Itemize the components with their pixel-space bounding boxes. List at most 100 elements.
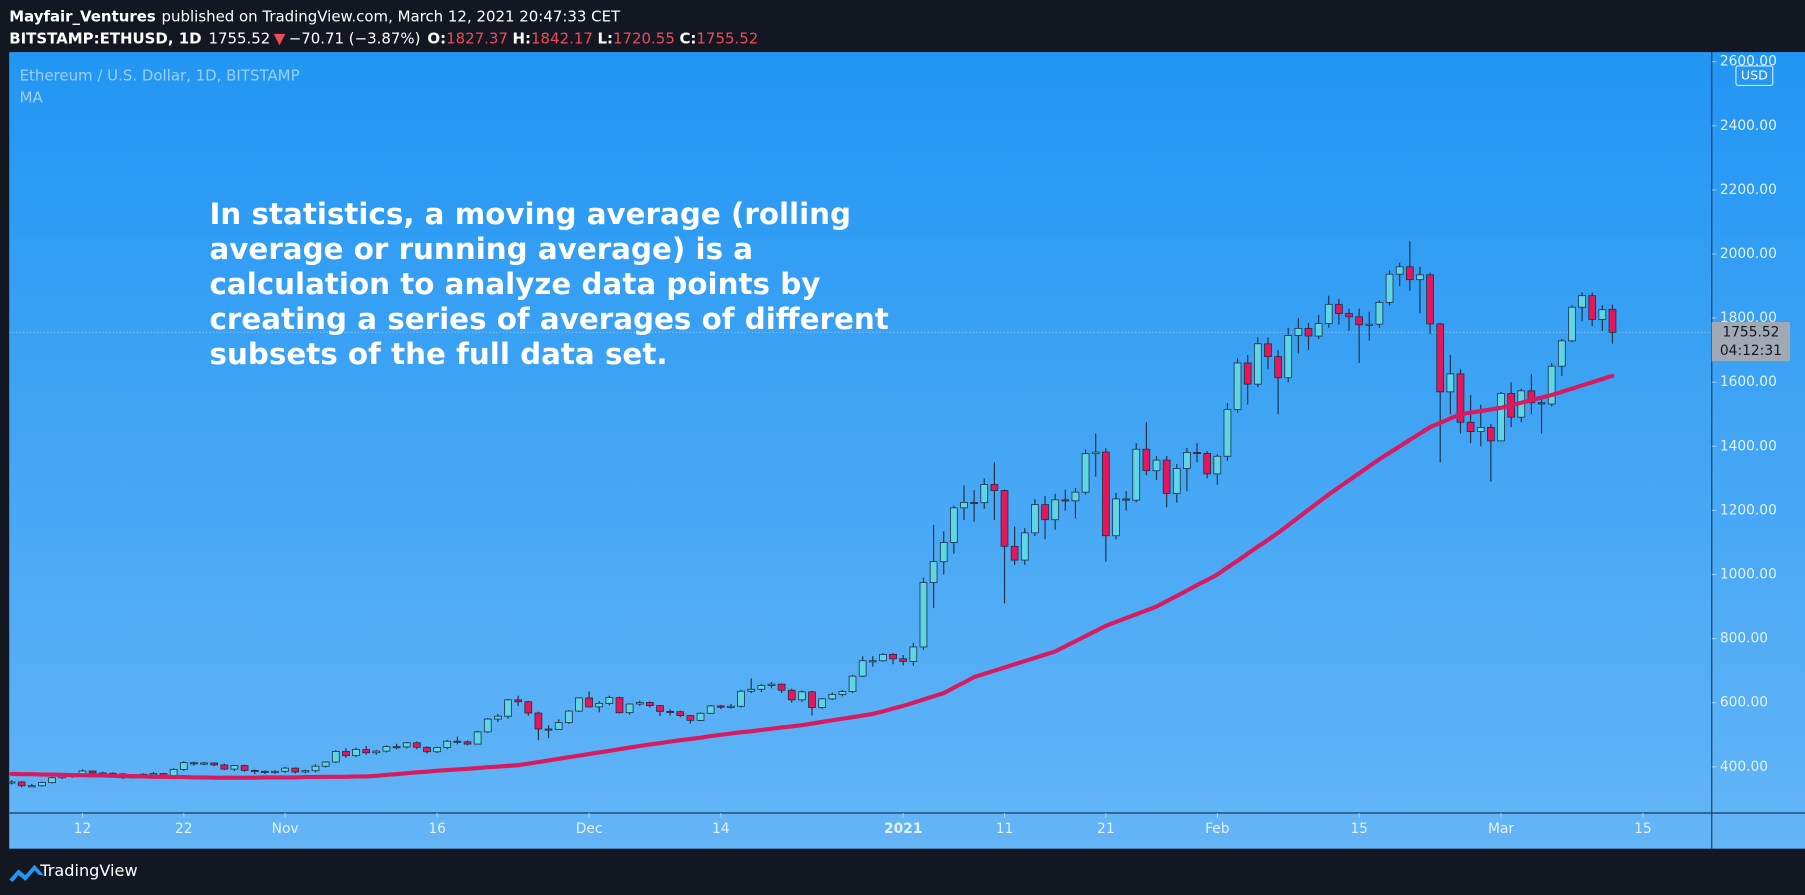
candle-body-down	[1466, 421, 1475, 432]
candle-body-up	[1294, 327, 1303, 336]
candle-body-down	[1527, 390, 1536, 404]
candle-body-up	[301, 770, 310, 773]
price-label-box	[1711, 322, 1791, 362]
candle-body-up	[1213, 455, 1222, 475]
candle-body-down	[1537, 402, 1546, 405]
candle-body-down	[88, 770, 97, 774]
candle-body-up	[1557, 340, 1566, 367]
candle-body-down	[1405, 266, 1414, 281]
candle-body-down	[1010, 545, 1019, 561]
candle-body-down	[260, 770, 269, 773]
candle-body-up	[1172, 468, 1181, 494]
candle-body-down	[1274, 356, 1282, 379]
x-tick-label: 15	[1350, 821, 1368, 837]
annotation-line: In statistics, a moving average (rolling	[210, 197, 852, 231]
candle-body-up	[1051, 499, 1060, 521]
candle-body-down	[970, 502, 978, 504]
brand-icon	[9, 864, 44, 883]
candle-body-down	[1304, 327, 1313, 337]
candle-body-up	[625, 703, 634, 714]
candle-body-up	[38, 782, 46, 787]
candle-body-down	[787, 689, 796, 701]
x-tick-label: 16	[428, 821, 446, 837]
candle-body-up	[838, 691, 847, 695]
candle-body-down	[342, 751, 350, 757]
candle-body-down	[1335, 303, 1343, 315]
candle-body-up	[1395, 266, 1404, 275]
last-price: 1755.52	[208, 29, 270, 47]
candle-body-up	[1324, 303, 1333, 324]
candle-body-down	[362, 749, 371, 754]
ohlc-value: 1842.17	[531, 29, 593, 47]
quote-line: BITSTAMP:ETHUSD, 1D 1755.52 ▼ −70.71 (−3.87…	[9, 29, 758, 47]
price-label: 1755.52	[1722, 324, 1779, 340]
candle-body-up	[595, 702, 604, 708]
candle-body-up	[372, 750, 381, 754]
candle-body-down	[190, 762, 198, 765]
candle-body-down	[1608, 308, 1617, 333]
candle-body-down	[889, 653, 897, 660]
published: published on TradingView.com, March 12, …	[162, 7, 622, 25]
ohlc-value: 1755.52	[696, 29, 758, 47]
candle-body-up	[1031, 504, 1039, 534]
candle-body-up	[1112, 498, 1120, 537]
x-tick-label: 14	[712, 821, 730, 837]
y-tick-label: 2200.00	[1720, 182, 1777, 198]
annotation-line: calculation to analyze data points by	[210, 267, 821, 301]
candle-body-up	[494, 715, 502, 720]
candle-body-up	[483, 718, 492, 733]
candle-body-up	[1223, 409, 1232, 457]
candle-body-up	[767, 683, 776, 686]
candle-body-up	[1091, 451, 1100, 455]
candle-body-up	[605, 697, 614, 704]
candle-body-up	[1568, 306, 1576, 342]
candle-body-up	[1071, 491, 1080, 502]
candle-body-down	[777, 683, 786, 691]
y-tick-label: 400.00	[1720, 759, 1768, 775]
candle-body-up	[1081, 453, 1090, 493]
candle-body-up	[757, 685, 766, 690]
y-tick-label: 1600.00	[1720, 374, 1777, 390]
candle-body-down	[1355, 316, 1364, 326]
candle-body-down	[210, 762, 219, 766]
author: Mayfair_Ventures	[9, 7, 156, 25]
candle-body-up	[575, 697, 583, 712]
candle-body-up	[473, 731, 482, 745]
candle-body-down	[17, 781, 26, 787]
candle-body-up	[1416, 274, 1424, 281]
candle-body-up	[1132, 448, 1141, 501]
candle-body-up	[798, 691, 806, 701]
candle-body-up	[230, 765, 239, 770]
candle-body-up	[331, 751, 340, 763]
candle-body-up	[1476, 427, 1485, 432]
candle-body-up	[909, 646, 918, 662]
candle-body-up	[1598, 309, 1607, 320]
candle-body-up	[433, 747, 441, 753]
candle-body-up	[929, 561, 938, 583]
candle-body-up	[48, 777, 56, 783]
candle-body-up	[848, 675, 857, 692]
candle-body-down	[1436, 323, 1445, 393]
candle-body-up	[727, 705, 735, 708]
candle-body-down	[1000, 490, 1009, 547]
x-tick-label: Mar	[1488, 821, 1514, 837]
candle-body-up	[443, 740, 452, 749]
candle-body-up	[1385, 273, 1394, 303]
plot: In statistics, a moving average (rolling…	[9, 197, 1712, 788]
candle-body-up	[818, 698, 826, 708]
change: −70.71 (−3.87%)	[289, 29, 421, 47]
candle-body-up	[1314, 323, 1323, 337]
candle-body-up	[1020, 532, 1029, 561]
ohlc-key: L:	[597, 29, 613, 47]
candle-body-down	[686, 715, 695, 721]
y-tick-label: 600.00	[1720, 695, 1768, 711]
candle-body-up	[1253, 343, 1262, 385]
y-tick-label: 1000.00	[1720, 567, 1777, 583]
candle-body-down	[250, 769, 259, 772]
countdown: 04:12:31	[1720, 343, 1782, 359]
candle-body-down	[463, 741, 472, 745]
annotation-line: average or running average) is a	[210, 232, 754, 266]
y-tick-label: 2400.00	[1720, 118, 1777, 134]
chart-background	[9, 52, 1805, 849]
